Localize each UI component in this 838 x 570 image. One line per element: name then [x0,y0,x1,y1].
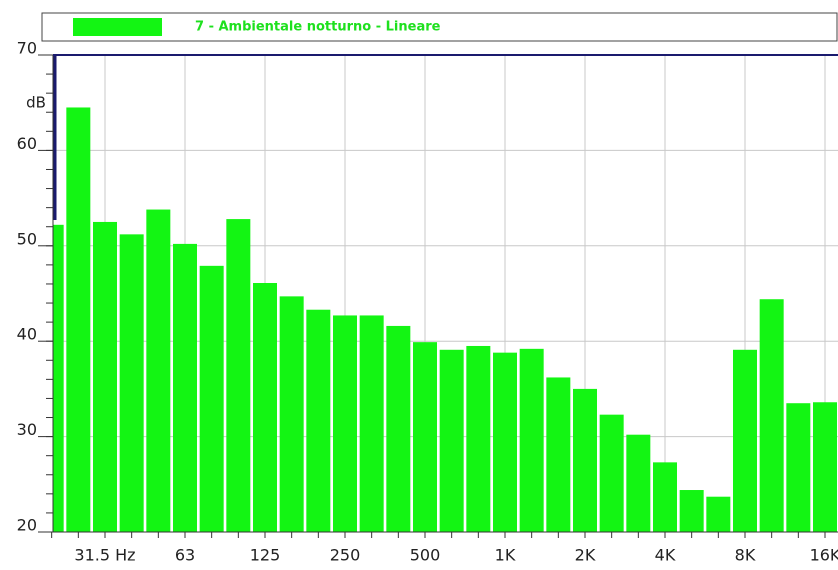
legend-box [41,12,838,42]
legend-label: 7 - Ambientale notturno - Lineare [195,20,441,35]
y-tick-label: 60 [17,134,37,153]
bar [253,283,277,532]
x-tick-label: 63 [175,546,195,565]
x-tick-label: 4K [655,546,676,565]
bars [53,107,837,532]
bar [466,345,491,532]
bar [786,403,811,532]
bar [93,221,117,532]
bar [413,342,437,532]
x-tick-label: 16K [810,546,838,565]
x-tick-label: 250 [330,546,361,565]
x-tick-label: 31.5 Hz [74,546,135,565]
bar [626,434,651,532]
bar [279,296,304,532]
y-tick-label: 50 [17,229,37,248]
bar [226,219,251,532]
bar [439,349,464,532]
x-tick-label: 125 [250,546,281,565]
bar [359,315,384,532]
bar [306,309,331,532]
bar [53,224,64,532]
y-tick-label: 30 [17,420,37,439]
bar [599,414,624,532]
x-tick-label: 8K [735,546,756,565]
bar [519,348,544,532]
bar [199,265,224,532]
bar [173,243,197,532]
y-tick-label: 70 [17,39,37,58]
bar [733,349,757,532]
bar [759,299,784,532]
y-axis-unit: dB [26,94,46,112]
x-tick-label: 1K [495,546,516,565]
bar [546,377,571,532]
bar [333,315,357,532]
x-tick-label: 500 [410,546,441,565]
axes: 20 30 40 50 60 70 31.5 Hz 63 125 250 500 1K 2K 4K 8K 16… [17,39,838,565]
bar [813,402,837,532]
bar [573,388,597,532]
bar [679,490,704,532]
bar [493,352,517,532]
bar [119,234,144,532]
bar [66,107,91,532]
legend-swatch [73,18,162,36]
bar [653,462,677,532]
bar [706,496,731,532]
y-tick-label: 40 [17,325,37,344]
x-tick-label: 2K [575,546,596,565]
bar [386,325,411,532]
y-tick-label: 20 [17,516,37,535]
bar [146,209,171,532]
